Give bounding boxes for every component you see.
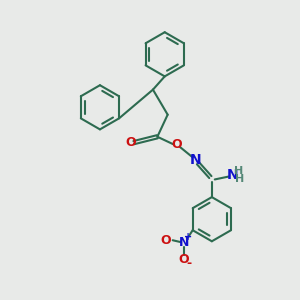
Text: N: N: [226, 168, 238, 182]
Text: H: H: [235, 174, 244, 184]
Text: N: N: [179, 236, 189, 249]
Text: O: O: [178, 253, 189, 266]
Text: O: O: [160, 234, 171, 247]
Text: N: N: [190, 153, 202, 167]
Text: H: H: [234, 166, 244, 176]
Text: O: O: [171, 138, 182, 151]
Text: O: O: [125, 136, 136, 149]
Text: -: -: [187, 257, 192, 270]
Text: +: +: [184, 232, 192, 242]
